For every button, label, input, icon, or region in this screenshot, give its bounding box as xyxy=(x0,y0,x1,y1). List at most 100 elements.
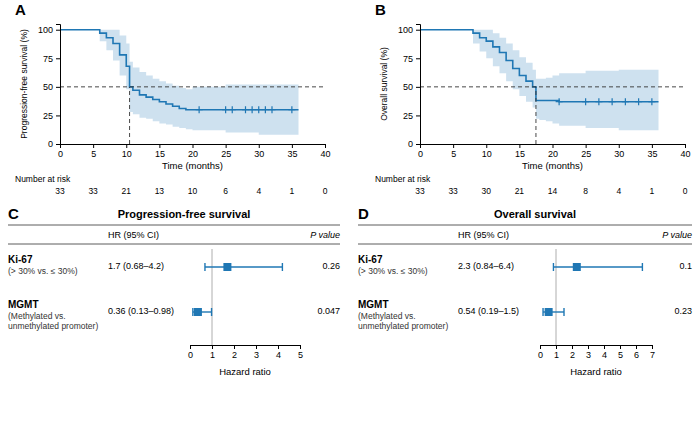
x-axis-tick: 1 xyxy=(554,345,559,360)
x-axis-tick: 5 xyxy=(451,144,456,159)
y-axis-tick-label: 50 xyxy=(403,82,413,92)
x-axis-tick-label: 5 xyxy=(618,350,623,360)
y-axis-tick-mark xyxy=(416,115,420,116)
x-axis-tick: 0 xyxy=(188,345,193,360)
x-axis-tick: 10 xyxy=(482,144,492,159)
y-axis-tick-mark xyxy=(416,58,420,59)
risk-count: 13 xyxy=(155,186,165,196)
censor-mark xyxy=(229,106,236,113)
risk-count: 8 xyxy=(583,186,588,196)
ci-line xyxy=(205,266,282,267)
x-axis-tick-label: 0 xyxy=(418,149,423,159)
point-estimate xyxy=(573,263,581,271)
x-axis-tick-mark xyxy=(159,144,160,148)
censor-mark xyxy=(288,106,295,113)
ci-cap xyxy=(642,263,643,271)
risk-count: 33 xyxy=(415,186,425,196)
x-axis-tick-mark xyxy=(652,345,653,349)
column-header: HR (95% CI) xyxy=(108,230,159,240)
y-axis-tick-mark xyxy=(416,87,420,88)
x-axis-tick-label: 5 xyxy=(91,149,96,159)
y-axis-title: Progression-free survival (%) xyxy=(19,29,29,139)
y-axis-tick-label: 75 xyxy=(43,54,53,64)
column-header: HR (95% CI) xyxy=(458,230,509,240)
row-sublabel-line: (Methylated vs. xyxy=(8,311,66,321)
x-axis-tick: 6 xyxy=(634,345,639,360)
x-axis-line xyxy=(61,145,326,149)
x-axis-tick-label: 40 xyxy=(680,149,690,159)
x-axis-tick-mark xyxy=(604,345,605,349)
y-axis-tick: 25 xyxy=(43,111,60,121)
x-axis-tick-mark xyxy=(556,345,557,349)
rule xyxy=(358,244,692,245)
x-axis-tick-mark xyxy=(278,345,279,349)
risk-table-label: Number at risk xyxy=(375,174,431,184)
km-panel: 05101520253035400255075100BTime (months)… xyxy=(375,1,691,196)
x-axis-tick: 30 xyxy=(614,144,624,159)
x-axis-tick-label: 10 xyxy=(122,149,132,159)
confidence-band xyxy=(420,30,659,131)
ci-cap xyxy=(553,263,554,271)
x-axis-tick-mark xyxy=(256,345,257,349)
risk-count: 6 xyxy=(223,186,228,196)
censor-mark xyxy=(595,98,602,105)
censor-mark xyxy=(635,98,642,105)
x-axis-tick-label: 25 xyxy=(221,149,231,159)
risk-count: 33 xyxy=(448,186,458,196)
x-axis-tick-label: 5 xyxy=(451,149,456,159)
x-axis-tick-mark xyxy=(519,144,520,148)
x-axis-tick: 15 xyxy=(155,144,165,159)
risk-count: 4 xyxy=(256,186,261,196)
ci-cap xyxy=(192,308,193,316)
point-estimate xyxy=(545,308,553,316)
survival-curve xyxy=(60,30,299,110)
x-axis-tick-mark xyxy=(553,144,554,148)
y-axis-tick-label: 100 xyxy=(398,25,413,35)
x-axis-title: Hazard ratio xyxy=(570,366,622,377)
x-axis-tick: 25 xyxy=(581,144,591,159)
point-estimate xyxy=(223,263,231,271)
row-label: MGMT xyxy=(8,299,39,310)
reference-line xyxy=(212,249,213,345)
risk-count: 4 xyxy=(616,186,621,196)
y-axis-tick: 25 xyxy=(403,111,420,121)
y-axis-tick-mark xyxy=(416,144,420,145)
x-axis-tick-mark xyxy=(685,144,686,148)
x-axis-tick-mark xyxy=(126,144,127,148)
median-line-horizontal xyxy=(420,86,685,87)
y-axis-tick: 100 xyxy=(398,25,420,35)
x-axis-line xyxy=(191,346,301,350)
x-axis-tick-mark xyxy=(190,345,191,349)
x-axis-tick-mark xyxy=(259,144,260,148)
y-axis-tick-mark xyxy=(56,58,60,59)
p-value: 0.26 xyxy=(322,261,340,271)
censor-mark xyxy=(269,106,276,113)
hr-label: 1.7 (0.68–4.2) xyxy=(108,261,164,271)
x-axis-tick-mark xyxy=(486,144,487,148)
x-axis-tick-label: 15 xyxy=(515,149,525,159)
censor-mark xyxy=(582,98,589,105)
y-axis-tick: 100 xyxy=(38,25,60,35)
ci-cap xyxy=(282,263,283,271)
x-axis-tick-mark xyxy=(453,144,454,148)
y-axis-tick: 75 xyxy=(43,54,60,64)
x-axis-tick-mark xyxy=(325,144,326,148)
y-axis-tick-mark xyxy=(56,144,60,145)
y-axis-tick-label: 50 xyxy=(43,82,53,92)
y-axis-tick-mark xyxy=(56,115,60,116)
x-axis-tick-label: 2 xyxy=(232,350,237,360)
x-axis-tick: 5 xyxy=(298,345,303,360)
x-axis-tick: 0 xyxy=(58,144,63,159)
median-line-vertical xyxy=(535,87,536,144)
y-axis-tick-label: 75 xyxy=(403,54,413,64)
x-axis-tick-label: 1 xyxy=(210,350,215,360)
y-axis-tick-mark xyxy=(56,87,60,88)
risk-count: 10 xyxy=(188,186,198,196)
row-sublabel-line: (Methylated vs. xyxy=(358,311,416,321)
x-axis-tick: 5 xyxy=(91,144,96,159)
x-axis-tick-label: 25 xyxy=(581,149,591,159)
x-axis-tick-label: 35 xyxy=(287,149,297,159)
risk-count: 0 xyxy=(683,186,688,196)
x-axis-tick: 35 xyxy=(647,144,657,159)
x-axis: 01234567 xyxy=(538,345,655,360)
